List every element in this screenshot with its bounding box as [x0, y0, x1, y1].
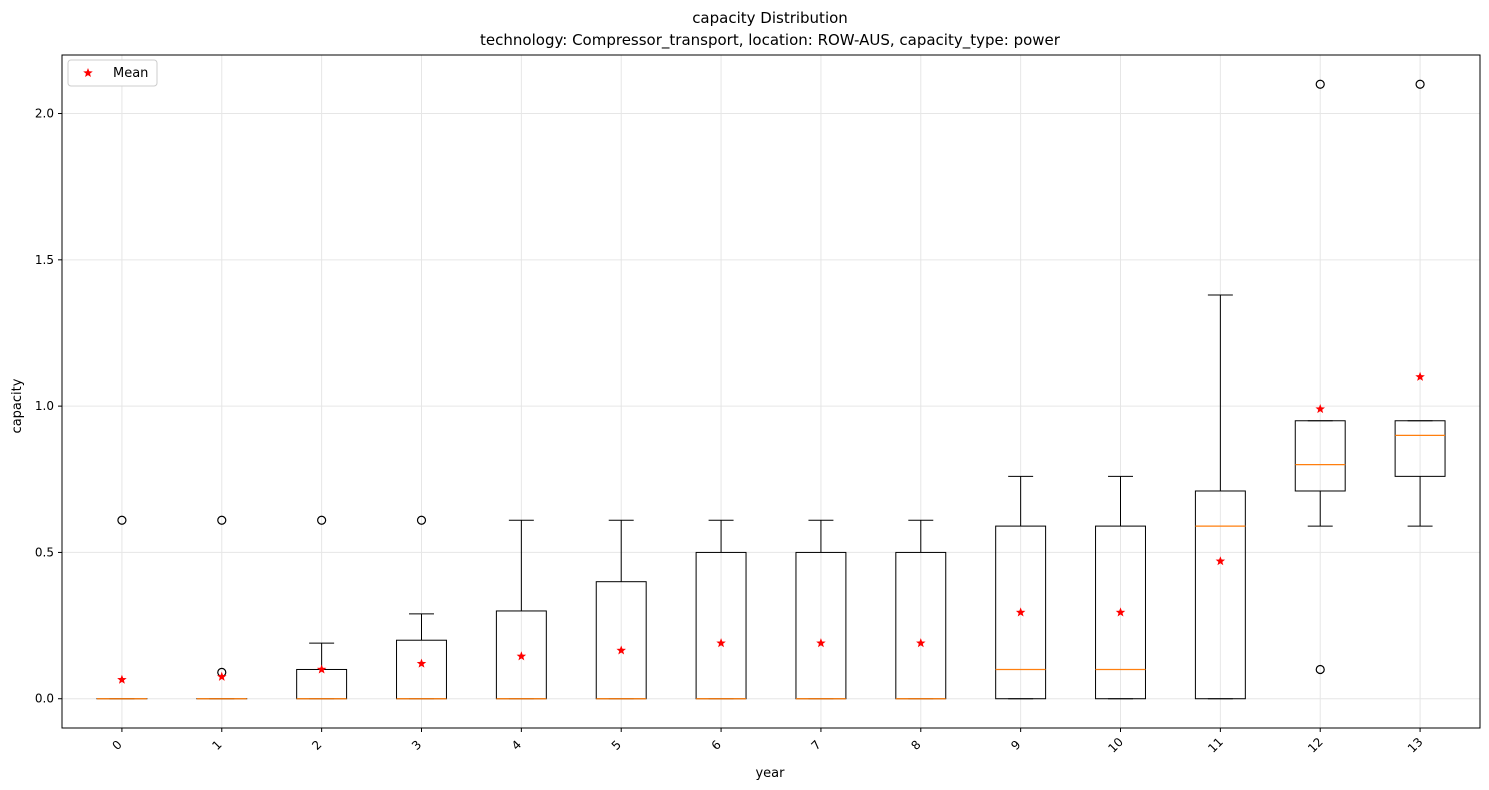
- box-group: [1095, 475, 1146, 700]
- mean-marker: [916, 638, 926, 648]
- x-tick-label: 7: [808, 738, 823, 753]
- mean-marker: [117, 674, 127, 684]
- plot-area-frame: [61, 54, 1481, 729]
- box-group: [396, 515, 447, 700]
- box-group: [895, 519, 947, 700]
- x-tick-label: 13: [1405, 735, 1426, 756]
- box-group: [795, 519, 847, 700]
- x-tick-label: 10: [1105, 735, 1126, 756]
- box-group: [1194, 294, 1246, 700]
- mean-marker: [716, 638, 726, 648]
- box-group: [595, 519, 647, 700]
- box-group: [695, 519, 747, 700]
- mean-markers: [117, 371, 1425, 684]
- mean-marker: [1115, 607, 1126, 617]
- outlier-point: [1315, 79, 1325, 89]
- x-tick-label: 5: [609, 738, 624, 753]
- chart-title: capacity Distribution: [692, 9, 848, 27]
- outlier-point: [317, 515, 327, 525]
- x-axis-ticks: 0 1 2 3 4 5 6 7 8 9 10 11 12 13: [109, 728, 1426, 756]
- y-tick-label: 1.5: [35, 253, 54, 267]
- iqr-box: [1294, 420, 1346, 492]
- box-group: [995, 475, 1047, 700]
- x-tick-label: 12: [1305, 735, 1326, 756]
- legend-frame: [67, 59, 158, 87]
- y-axis-ticks: 0.0 0.5 1.0 1.5 2.0: [35, 107, 62, 706]
- x-tick-label: 6: [709, 738, 724, 753]
- y-axis-label: capacity: [10, 378, 25, 433]
- mean-marker: [416, 658, 427, 668]
- iqr-box: [1394, 420, 1446, 477]
- outlier-point: [117, 515, 127, 525]
- mean-marker: [816, 638, 826, 648]
- outlier-point: [217, 515, 227, 525]
- box-group: [96, 515, 148, 700]
- iqr-box: [1194, 490, 1246, 700]
- mean-marker: [1015, 607, 1026, 617]
- x-tick-label: 11: [1205, 735, 1226, 756]
- legend-mean-marker: [83, 68, 93, 78]
- x-tick-label: 1: [209, 738, 224, 753]
- mean-marker: [1315, 404, 1325, 414]
- iqr-box: [1095, 525, 1146, 700]
- y-tick-label: 2.0: [35, 107, 54, 121]
- x-tick-label: 0: [109, 738, 124, 753]
- legend-label-mean: Mean: [113, 66, 148, 81]
- x-tick-label: 2: [309, 738, 324, 753]
- box-group: [1394, 79, 1446, 527]
- x-tick-label: 4: [509, 738, 524, 753]
- mean-marker: [316, 664, 327, 674]
- x-axis-label: year: [755, 766, 785, 781]
- grid-lines: [62, 55, 1480, 728]
- legend: Mean: [67, 59, 158, 87]
- outlier-point: [1415, 79, 1425, 89]
- box-group: [1294, 79, 1346, 675]
- mean-marker: [217, 671, 227, 681]
- mean-marker: [616, 645, 626, 655]
- x-tick-label: 8: [908, 738, 923, 753]
- chart-subtitle: technology: Compressor_transport, locati…: [480, 31, 1061, 50]
- y-tick-label: 1.0: [35, 399, 54, 413]
- mean-marker: [1415, 371, 1425, 381]
- outlier-point: [1315, 664, 1325, 675]
- y-tick-label: 0.5: [35, 545, 54, 559]
- x-tick-label: 9: [1008, 738, 1023, 753]
- box-group: [495, 519, 547, 700]
- outlier-point: [416, 515, 427, 525]
- y-tick-label: 0.0: [35, 692, 54, 706]
- mean-marker: [516, 651, 527, 661]
- mean-marker: [1215, 556, 1226, 566]
- boxes: [96, 79, 1446, 700]
- x-tick-label: 3: [409, 738, 424, 753]
- iqr-box: [995, 525, 1047, 700]
